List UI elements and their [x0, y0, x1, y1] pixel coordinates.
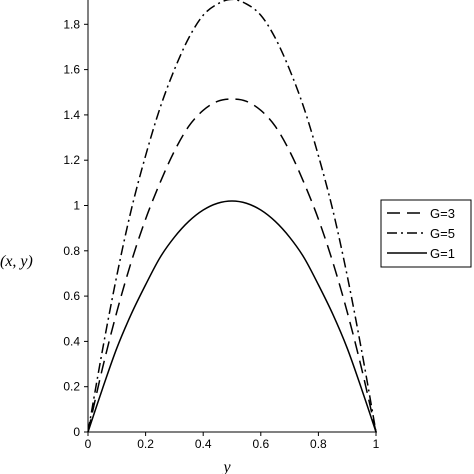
series-line-g-5 — [87, 0, 377, 433]
x-tick-label: 1 — [373, 437, 380, 451]
axes: 0 0.2 0.4 0.6 0.8 1 0 0.2 0.4 0.6 0.8 1 1.2 1.4 1.6 1.8 — [63, 0, 380, 451]
series-line-g-3 — [87, 98, 377, 433]
y-tick-label: 0.6 — [63, 289, 80, 303]
x-tick-label: 0.6 — [252, 437, 269, 451]
y-tick-label: 1 — [73, 199, 80, 213]
x-tick-label: 0.4 — [195, 437, 212, 451]
series-layer — [87, 0, 377, 433]
y-tick-label: 0.4 — [63, 334, 80, 348]
y-axis-label: u(x, y) — [0, 253, 33, 270]
y-tick-label: 1.2 — [63, 153, 80, 167]
legend-entry: G=3 — [430, 206, 455, 221]
series-line-g-1 — [87, 200, 377, 433]
x-axis-label: y — [221, 459, 231, 474]
x-tick-label: 0.2 — [137, 437, 154, 451]
y-tick-label: 0 — [73, 425, 80, 439]
legend-entry: G=5 — [430, 226, 455, 241]
x-tick-label: 0 — [85, 437, 92, 451]
y-tick-label: 1.8 — [63, 17, 80, 31]
legend: G=3 G=5 G=1 — [380, 199, 472, 268]
y-tick-label: 0.2 — [63, 380, 80, 394]
legend-box — [380, 199, 472, 268]
y-tick-label: 0.8 — [63, 244, 80, 258]
y-tick-label: 1.4 — [63, 108, 80, 122]
legend-entry: G=1 — [430, 246, 455, 261]
x-tick-label: 0.8 — [310, 437, 327, 451]
y-tick-label: 1.6 — [63, 63, 80, 77]
